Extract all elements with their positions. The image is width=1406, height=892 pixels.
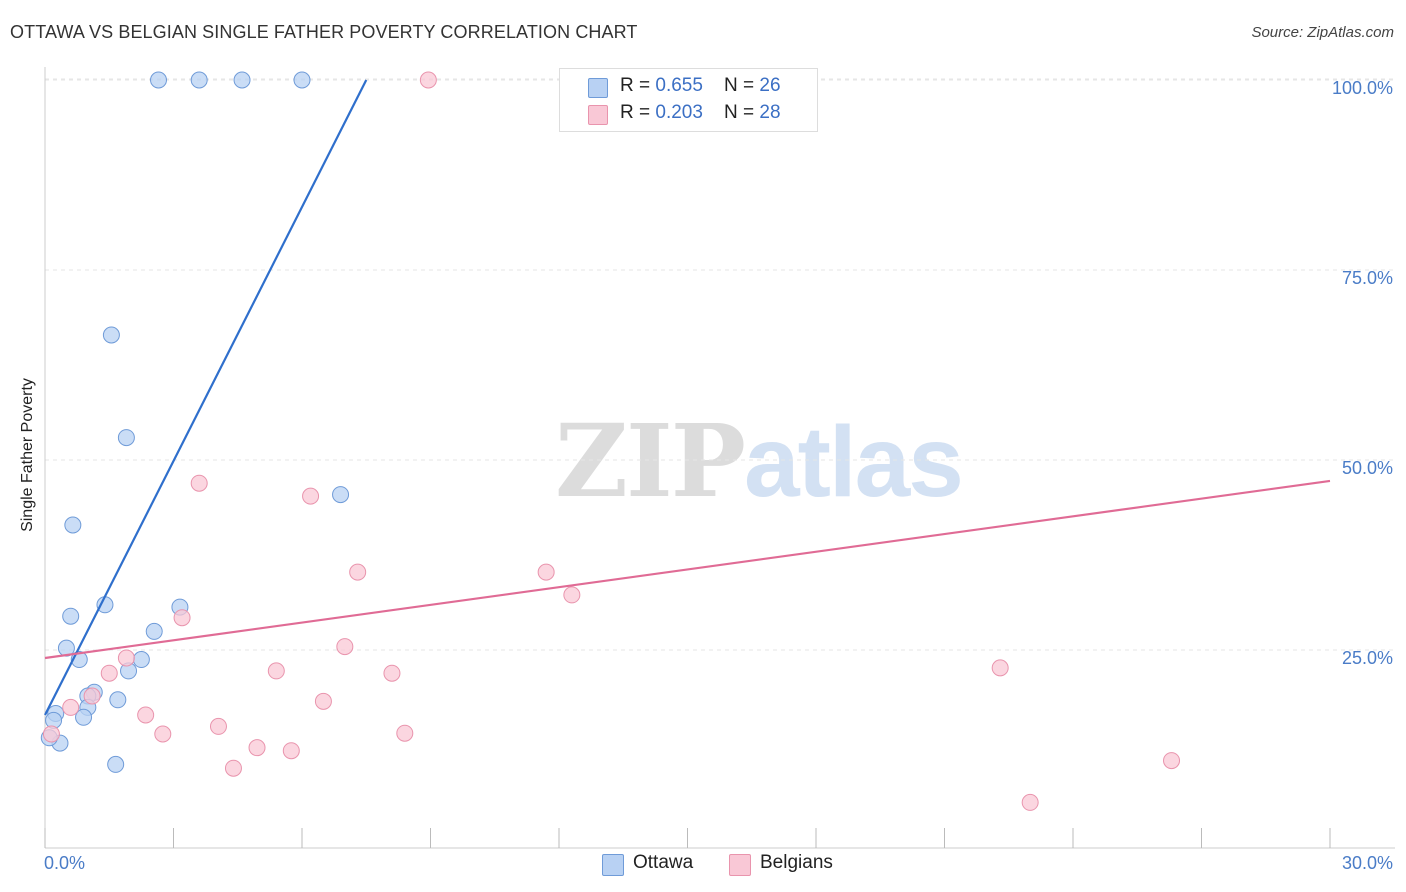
ottawa-trendline (44, 79, 368, 716)
belgians-point (349, 563, 367, 581)
ottawa-point (96, 596, 114, 614)
legend-text-belgians: R = 0.203 N = 28 (620, 102, 781, 124)
belgians-point (282, 742, 300, 760)
y-tick-label: 75.0% (1342, 268, 1393, 288)
ottawa-n-label: N = (724, 75, 760, 96)
y-tick-label: 25.0% (1342, 648, 1393, 668)
belgians-point (1021, 793, 1039, 811)
belgians-r-label: R = (620, 102, 656, 123)
belgians-point (302, 487, 320, 505)
ottawa-point (75, 708, 93, 726)
data-points (40, 71, 1181, 811)
belgians-point (190, 474, 208, 492)
bottom-ottawa-swatch (602, 854, 624, 876)
ottawa-point (233, 71, 251, 89)
belgians-n-value: 28 (759, 102, 781, 123)
axes (44, 67, 1395, 849)
ottawa-point (117, 429, 135, 447)
ottawa-point (132, 651, 150, 669)
belgians-point (137, 706, 155, 724)
y-tick-label: 100.0% (1332, 78, 1393, 98)
x-tick-label: 0.0% (44, 853, 85, 873)
belgians-n-label: N = (724, 102, 760, 123)
ottawa-point (62, 607, 80, 625)
belgians-point (396, 724, 414, 742)
belgians-r-value: 0.203 (655, 102, 703, 123)
correlation-legend: R = 0.655 N = 26 R = 0.203 N = 28 (559, 68, 818, 132)
belgians-point (248, 739, 266, 757)
belgians-point (83, 687, 101, 705)
belgians-point (117, 649, 135, 667)
belgians-point (383, 664, 401, 682)
belgians-point (62, 698, 80, 716)
belgians-trendline (44, 479, 1331, 660)
ottawa-point (190, 71, 208, 89)
ottawa-point (64, 516, 82, 534)
belgians-point (1163, 752, 1181, 770)
x-tick-label: 30.0% (1342, 853, 1393, 873)
bottom-belgians-swatch (729, 854, 751, 876)
chart-title: OTTAWA VS BELGIAN SINGLE FATHER POVERTY … (10, 22, 638, 42)
belgians-point (209, 717, 227, 735)
legend-text-ottawa: R = 0.655 N = 26 (620, 75, 781, 97)
ottawa-point (150, 71, 168, 89)
y-tick-label: 50.0% (1342, 458, 1393, 478)
ottawa-n-value: 26 (759, 75, 781, 96)
bottom-ottawa-label: Ottawa (633, 852, 694, 873)
belgians-point (537, 563, 555, 581)
belgians-point (563, 586, 581, 604)
trendlines (44, 79, 1331, 716)
belgians-point (336, 638, 354, 656)
belgians-point (419, 71, 437, 89)
ottawa-point (332, 486, 350, 504)
ottawa-r-label: R = (620, 75, 656, 96)
belgians-point (42, 725, 60, 743)
belgians-swatch (588, 105, 608, 125)
belgians-point (173, 609, 191, 627)
belgians-point (314, 692, 332, 710)
bottom-belgians-label: Belgians (760, 852, 833, 873)
belgians-point (224, 759, 242, 777)
belgians-point (267, 662, 285, 680)
ottawa-point (102, 326, 120, 344)
ottawa-r-value: 0.655 (655, 75, 703, 96)
watermark-atlas: atlas (743, 406, 964, 518)
source-credit: Source: ZipAtlas.com (1251, 24, 1394, 41)
belgians-point (991, 659, 1009, 677)
watermark-zip: ZIP (555, 402, 746, 520)
ottawa-swatch (588, 78, 608, 98)
belgians-point (100, 664, 118, 682)
belgians-point (154, 725, 172, 743)
ottawa-point (293, 71, 311, 89)
watermark: ZIPatlas (555, 402, 964, 520)
ottawa-point (145, 622, 163, 640)
ottawa-point (107, 755, 125, 773)
tick-labels: 25.0% 50.0% 75.0% 100.0% 0.0% 30.0% (44, 78, 1393, 873)
ottawa-point (109, 691, 127, 709)
